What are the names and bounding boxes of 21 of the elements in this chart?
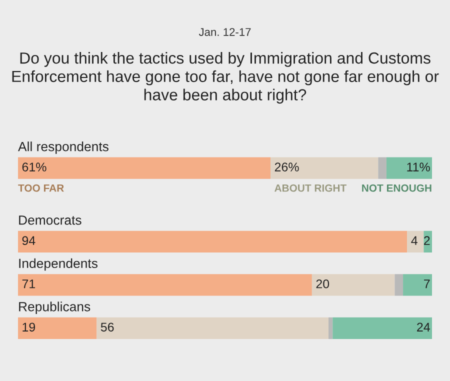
data-label: 61% [22,162,46,172]
data-label: 19 [22,322,36,332]
chart-subtitle: Jan. 12-17 [198,28,251,36]
series-label: NOT ENOUGH [362,184,432,192]
series-label: ABOUT RIGHT [274,184,346,192]
y-tick-label: Democrats [19,216,82,225]
data-label: 71 [22,280,36,288]
data-label: 4 [411,236,418,245]
data-label: 24 [417,322,430,332]
data-label: 56 [100,322,114,332]
data-label: 94 [22,236,36,246]
chart-title: Do you think the tactics used by Immigration and Customs Enforcement have gone too far, have not gone far enough or have been about right? [12,52,439,104]
series-label: TOO FAR [18,184,64,192]
data-label: 7 [424,280,430,288]
y-tick-label: All respondents [18,142,108,154]
data-label: 2 [424,236,430,245]
data-label: 20 [316,279,330,288]
y-tick-label: Republicans [19,302,90,314]
data-label: 11% [407,162,430,172]
y-tick-label: Independents [19,258,98,271]
data-label: 26% [274,162,299,172]
